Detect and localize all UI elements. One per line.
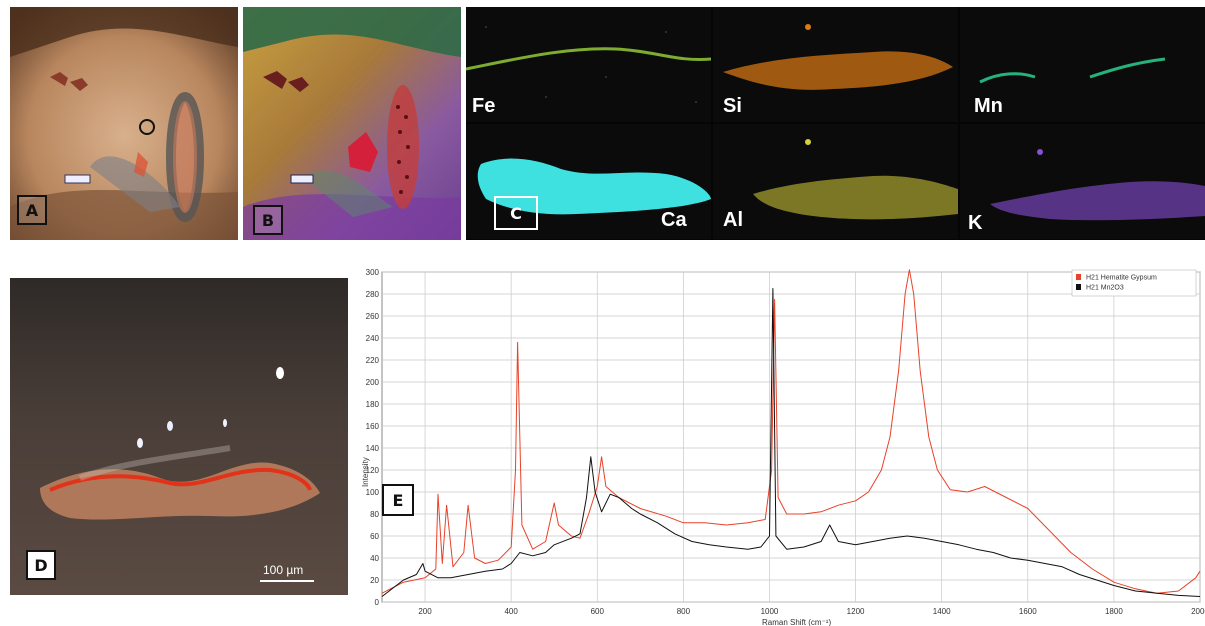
plot-area: [381, 271, 1201, 603]
panel-c-element-maps: Fe Si Mn Ca C Al K: [466, 7, 1205, 240]
y-tick-label: 20: [370, 576, 379, 585]
legend-entry: H21 Hematite Gypsum: [1086, 275, 1157, 282]
panel-c-label: C: [494, 196, 538, 230]
chart-legend: H21 Hematite Gypsum H21 Mn2O3: [1071, 269, 1197, 297]
legend-swatch: [1076, 274, 1081, 280]
si-label: Si: [723, 95, 742, 117]
ca-label: Ca: [661, 209, 687, 231]
chart-grid: [381, 271, 1201, 603]
map-al: Al: [713, 124, 958, 239]
x-tick-label: 200: [418, 607, 432, 616]
y-tick-label: 200: [366, 378, 380, 387]
y-tick-label: 140: [366, 444, 380, 453]
x-tick-label: 400: [504, 607, 518, 616]
x-tick-label: 1400: [933, 607, 951, 616]
y-tick-label: 180: [366, 400, 380, 409]
scale-bar-label: 100 µm: [263, 563, 304, 577]
panel-b-enhanced-photo: B: [243, 7, 461, 240]
al-label: Al: [723, 209, 743, 231]
y-tick-label: 220: [366, 356, 380, 365]
y-tick-label: 80: [370, 510, 379, 519]
series-line-1: [381, 269, 1201, 594]
map-si: Si: [713, 7, 958, 122]
panel-e-label: E: [382, 484, 414, 516]
x-axis-label: Raman Shift (cm⁻¹): [762, 618, 831, 626]
y-tick-label: 100: [366, 488, 380, 497]
al-map-image: [753, 139, 958, 220]
y-tick-label: 260: [366, 312, 380, 321]
y-tick-label: 240: [366, 334, 380, 343]
y-tick-label: 300: [366, 268, 380, 277]
x-tick-label: 2000: [1191, 607, 1205, 616]
map-mn: Mn: [960, 7, 1205, 122]
k-map-image: [990, 149, 1205, 221]
panel-e-raman-chart: 0 20 40 60 80 100 120 140 160 180 200 220 240 260 280 3…: [352, 262, 1205, 626]
panel-b-label: B: [253, 205, 283, 235]
panel-d-label: D: [26, 550, 56, 580]
y-tick-label: 160: [366, 422, 380, 431]
mn-label: Mn: [974, 95, 1003, 117]
raman-spectrum-svg: 0 20 40 60 80 100 120 140 160 180 200 220 240 260 280 3…: [361, 268, 1205, 626]
y-tick-label: 60: [370, 532, 379, 541]
k-label: K: [968, 212, 983, 234]
micrograph-image: [10, 278, 348, 595]
y-tick-label: 40: [370, 554, 379, 563]
legend-swatch: [1076, 284, 1081, 290]
legend-entry: H21 Mn2O3: [1086, 285, 1124, 292]
fe-map-image: [466, 26, 711, 103]
x-tick-label: 1200: [847, 607, 865, 616]
x-tick-label: 600: [591, 607, 605, 616]
map-ca: Ca C: [466, 124, 711, 239]
cave-photo-image: [10, 7, 238, 240]
y-tick-label: 280: [366, 290, 380, 299]
x-tick-label: 1600: [1019, 607, 1037, 616]
panel-d-micrograph: D 100 µm: [10, 278, 348, 595]
chart-series: [381, 269, 1201, 597]
y-axis-label: Intensity: [361, 457, 370, 487]
series-line-2: [381, 288, 1201, 597]
y-tick-label: 0: [375, 598, 380, 607]
mn-map-image: [979, 57, 1166, 84]
si-map-image: [723, 24, 953, 90]
panel-a-cave-photo: A: [10, 7, 238, 240]
panel-a-label: A: [17, 195, 47, 225]
map-fe: Fe: [466, 7, 711, 122]
enhanced-photo-image: [243, 7, 461, 240]
x-tick-label: 800: [677, 607, 691, 616]
fe-label: Fe: [472, 95, 496, 117]
map-k: K: [960, 124, 1205, 239]
x-tick-label: 1800: [1105, 607, 1123, 616]
x-tick-label: 1000: [761, 607, 779, 616]
legend-box: [1071, 269, 1197, 297]
y-tick-label: 120: [366, 466, 380, 475]
chart-ticks: 0 20 40 60 80 100 120 140 160 180 200 220 240 260 280 3…: [366, 268, 1205, 616]
